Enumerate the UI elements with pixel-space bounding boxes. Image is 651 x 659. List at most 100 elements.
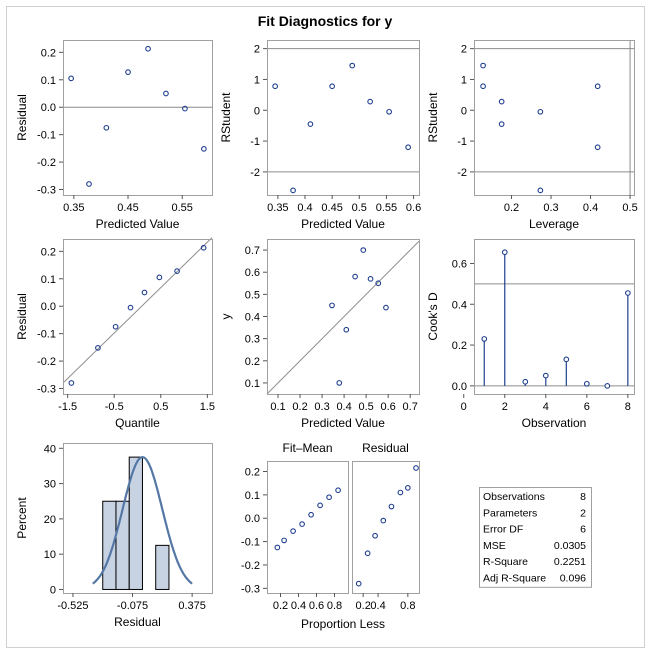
- x-tick-label: 0.4: [370, 600, 385, 612]
- data-point: [405, 144, 411, 151]
- y-tick-label: 0.4: [452, 299, 467, 311]
- plot-frame: [267, 239, 420, 395]
- stats-label: R-Square: [483, 556, 528, 568]
- data-point: [317, 502, 323, 509]
- data-point: [68, 380, 75, 386]
- y-axis-label: Cook's D: [426, 292, 440, 341]
- y-tick-label: 2: [461, 44, 467, 56]
- y-tick-label: 0.0: [41, 102, 56, 114]
- stats-table-border: [479, 487, 592, 588]
- plot-frame: [63, 239, 213, 395]
- data-point: [141, 289, 148, 296]
- y-tick-label: -0.2: [241, 560, 260, 572]
- x-tick-label: 0.2: [504, 202, 519, 214]
- figure-title: Fit Diagnostics for y: [258, 13, 393, 29]
- x-axis-label: Quantile: [115, 416, 160, 430]
- data-point: [542, 372, 549, 379]
- y-tick-label: -0.1: [37, 329, 56, 341]
- x-axis-label: Proportion Less: [301, 617, 385, 631]
- y-tick-label: 2: [254, 44, 260, 56]
- x-tick-label: 1.5: [200, 401, 215, 413]
- data-point: [522, 378, 529, 385]
- panel-header: Fit–Mean: [282, 441, 332, 455]
- histogram-bar: [115, 500, 130, 590]
- data-point: [537, 108, 544, 115]
- x-tick-label: 0.5: [622, 202, 637, 214]
- data-point: [367, 276, 374, 282]
- data-point: [349, 62, 356, 69]
- plot-frame: [267, 40, 420, 196]
- data-point: [372, 532, 378, 539]
- plots-group: 0.35 0.45 0.55 -0.3 -0.2 -0.1 0.0 0.1 0.2 Predict…: [15, 40, 638, 631]
- y-tick-label: 0.6: [452, 258, 467, 270]
- x-tick-label: 0.4: [583, 202, 598, 214]
- y-axis-label: Residual: [15, 94, 29, 141]
- stats-label: Parameters: [483, 507, 537, 519]
- data-point: [360, 247, 367, 253]
- plot-rf-spread: Fit–Mean Residual -0.3 -0.2 -0.1 0.0 0.1 0.2 0.2…: [241, 441, 420, 631]
- stats-label: Observations: [483, 491, 545, 503]
- data-point: [103, 124, 110, 131]
- stats-label: Error DF: [483, 524, 523, 536]
- x-tick-label: 0.6: [309, 600, 324, 612]
- data-point: [498, 121, 505, 127]
- y-tick-label: -0.1: [241, 537, 260, 549]
- stats-label: Adj R-Square: [483, 573, 546, 585]
- data-point: [343, 326, 350, 333]
- x-tick-label: 0.3: [314, 401, 329, 413]
- x-tick-label: -0.5: [105, 401, 124, 413]
- y-tick-label: 0.6: [245, 267, 260, 279]
- y-tick-label: 0: [50, 584, 56, 596]
- data-point: [163, 90, 169, 97]
- y-tick-label: 0.5: [245, 289, 260, 301]
- stats-value: 0.0305: [554, 540, 586, 552]
- stats-value: 8: [580, 491, 586, 503]
- data-point: [583, 380, 590, 387]
- stats-value: 0.2251: [554, 556, 586, 568]
- x-tick-label: 0.35: [63, 202, 84, 214]
- y-axis-label: Percent: [15, 497, 29, 539]
- x-tick-label: 0.4: [297, 202, 312, 214]
- data-point: [326, 494, 332, 501]
- x-tick-label: 2: [502, 401, 508, 413]
- stats-value: 0.096: [560, 573, 586, 585]
- y-tick-label: 30: [44, 479, 56, 491]
- y-tick-label: 0: [254, 105, 260, 117]
- x-tick-label: 4: [543, 401, 549, 413]
- x-tick-label: 0.5: [352, 202, 367, 214]
- x-tick-label: 0.1: [270, 401, 285, 413]
- y-tick-label: 0.2: [245, 356, 260, 368]
- data-point: [383, 304, 389, 311]
- data-point: [481, 336, 488, 342]
- y-axis-label: Residual: [15, 293, 29, 340]
- data-point: [274, 544, 281, 551]
- x-tick-label: 0.2: [356, 600, 371, 612]
- y-tick-label: 1: [254, 74, 260, 86]
- y-tick-label: 0.1: [245, 378, 260, 390]
- x-tick-label: 0.35: [267, 202, 288, 214]
- data-point: [375, 280, 382, 287]
- data-point: [397, 489, 404, 496]
- fit-statistics-table: Observations 8 Parameters 2 Error DF 6 MSE 0.03…: [479, 487, 592, 588]
- y-tick-label: 1: [461, 74, 467, 86]
- plot-residual-qq: -1.5 -0.5 0.5 1.5 -0.3 -0.2 -0.1 0.0 0.1 0.2 Quant…: [15, 237, 215, 430]
- y-tick-label: 0.2: [245, 467, 260, 479]
- x-tick-label: 0.55: [171, 202, 192, 214]
- y-tick-label: 0.0: [452, 381, 467, 393]
- data-point: [624, 290, 631, 296]
- data-point: [604, 382, 611, 389]
- stats-label: MSE: [483, 540, 506, 552]
- histogram-bar: [128, 456, 143, 590]
- data-point: [386, 108, 392, 115]
- y-tick-label: -0.2: [37, 356, 56, 368]
- y-tick-label: -0.3: [37, 185, 56, 197]
- y-axis-label: RStudent: [426, 92, 440, 143]
- data-point: [308, 511, 314, 518]
- x-tick-label: -1.5: [58, 401, 77, 413]
- x-tick-label: 0.7: [403, 401, 418, 413]
- data-point: [413, 465, 419, 471]
- data-point: [112, 323, 119, 330]
- x-axis-label: Residual: [114, 615, 161, 629]
- x-tick-label: 0.5: [358, 401, 373, 413]
